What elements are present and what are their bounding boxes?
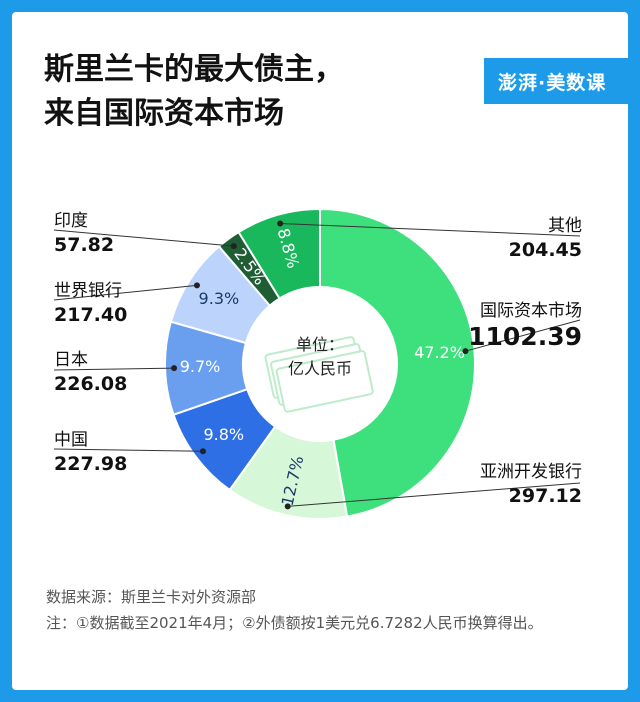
- pct-label-3: 9.7%: [180, 357, 221, 376]
- center-label-currency: 亿人民币: [288, 359, 352, 378]
- leader-dot-1: [284, 503, 291, 510]
- label-value-india: 57.82: [54, 234, 115, 256]
- label-value-adb: 297.12: [508, 485, 582, 507]
- label-value-world-bank: 217.40: [54, 304, 128, 326]
- money-icon: [264, 336, 374, 413]
- pct-label-0: 47.2%: [414, 343, 465, 362]
- leader-line-4: [53, 284, 198, 301]
- pct-label-2: 9.8%: [203, 425, 244, 444]
- leader-line-0: [465, 319, 581, 352]
- label-name-world-bank: 世界银行: [54, 281, 122, 301]
- leader-line-3: [53, 367, 175, 371]
- title-line-1: 斯里兰卡的最大债主，: [44, 52, 344, 87]
- leader-dot-5: [230, 243, 237, 250]
- title-line-2: 来自国际资本市场: [44, 96, 284, 131]
- leader-dot-4: [193, 282, 200, 289]
- slice-6: [237, 207, 321, 300]
- leader-line-2: [53, 448, 203, 452]
- slice-0: [319, 207, 476, 518]
- brand-logo: 澎湃·美数课: [484, 58, 628, 104]
- label-value-china: 227.98: [54, 453, 128, 475]
- leader-dot-2: [199, 448, 206, 455]
- leader-line-6: [280, 223, 581, 237]
- pct-label-4: 9.3%: [199, 289, 240, 308]
- label-name-india: 印度: [54, 211, 88, 231]
- brand-text: 澎湃·美数课: [498, 71, 607, 94]
- label-value-capital-market: 1102.39: [468, 322, 582, 351]
- leader-line-1: [287, 482, 581, 507]
- leader-dot-0: [462, 348, 469, 355]
- leader-line-5: [53, 229, 234, 247]
- label-name-other: 其他: [548, 216, 582, 236]
- label-value-japan: 226.08: [54, 373, 128, 395]
- page-title: 斯里兰卡的最大债主， 来自国际资本市场: [44, 48, 344, 136]
- label-name-japan: 日本: [54, 350, 88, 370]
- label-name-capital-market: 国际资本市场: [480, 301, 582, 321]
- label-name-adb: 亚洲开发银行: [480, 462, 582, 482]
- label-value-other: 204.45: [508, 239, 582, 261]
- note-text: 注：①数据截至2021年4月；②外债额按1美元兑6.7282人民币换算得出。: [46, 614, 543, 632]
- label-name-china: 中国: [54, 430, 88, 450]
- center-label-unit: 单位：: [296, 335, 344, 354]
- leader-dot-3: [171, 365, 178, 372]
- source-text: 数据来源：斯里兰卡对外资源部: [46, 588, 257, 606]
- leader-dot-6: [277, 220, 284, 227]
